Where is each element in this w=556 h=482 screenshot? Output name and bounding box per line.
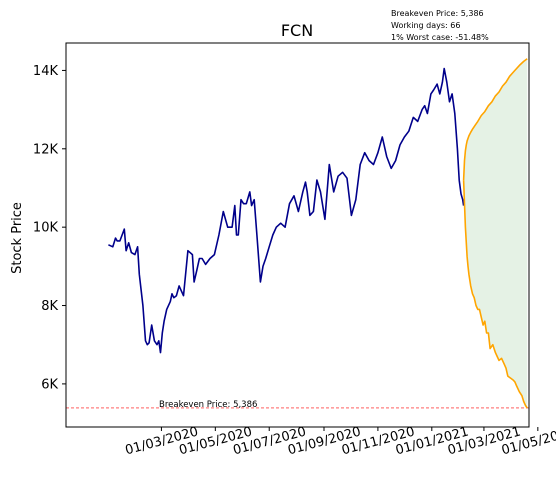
upper-bound-line bbox=[462, 58, 528, 181]
y-tick-label: 6K bbox=[41, 377, 58, 392]
breakeven-label: Breakeven Price: 5,386 bbox=[159, 400, 257, 410]
forecast-range-band bbox=[463, 58, 528, 408]
y-tick-label: 12K bbox=[33, 142, 59, 157]
y-axis-label: Stock Price bbox=[10, 202, 25, 274]
plot-frame bbox=[65, 42, 530, 428]
historical-price-line bbox=[108, 67, 465, 354]
info-annotation-breakeven: Breakeven Price: 5,386 bbox=[391, 9, 484, 18]
y-tick-label: 10K bbox=[33, 221, 59, 236]
info-annotation-worst-case: 1% Worst case: -51.48% bbox=[391, 33, 489, 42]
y-tick-label: 14K bbox=[33, 64, 59, 79]
chart-title: FCN bbox=[281, 21, 313, 40]
y-tick-label: 8K bbox=[41, 299, 58, 314]
info-annotation-working-days: Working days: 66 bbox=[391, 21, 460, 30]
worst-case-line bbox=[462, 180, 528, 409]
